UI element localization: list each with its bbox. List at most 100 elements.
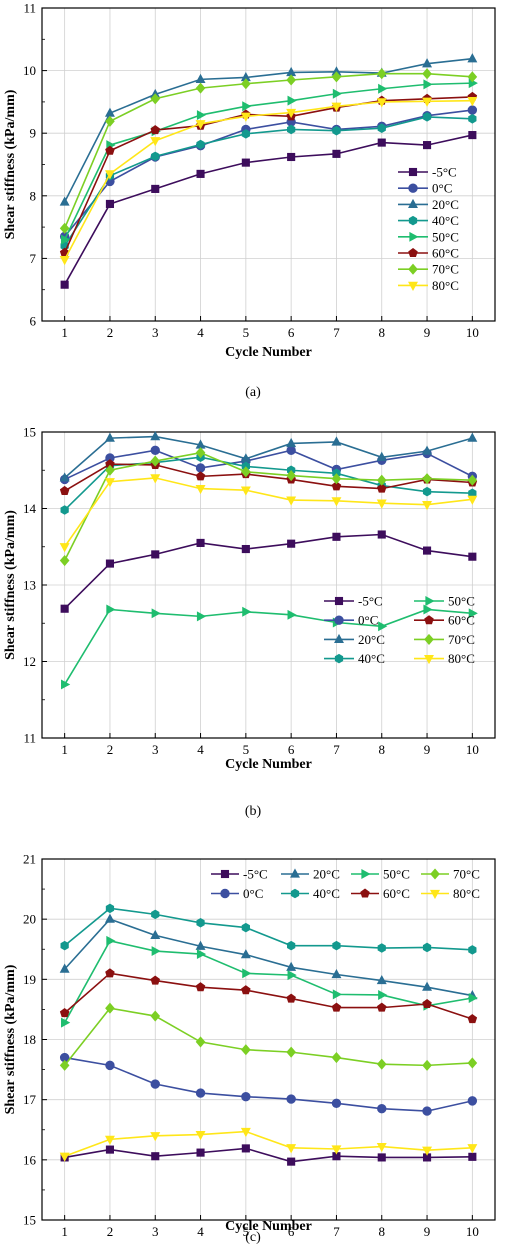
data-point-marker (422, 68, 432, 80)
x-axis-label: Cycle Number (225, 1219, 312, 1234)
series-line-1 (64, 1056, 473, 1112)
legend-marker (220, 888, 230, 899)
legend-item: 50°C (398, 229, 459, 244)
legend-item: -5°C (211, 867, 268, 882)
data-point-marker (332, 125, 341, 136)
x-tick-label: 9 (424, 1224, 431, 1239)
series-line-0 (63, 134, 473, 286)
data-point-marker (331, 481, 342, 491)
data-point-marker (467, 53, 478, 63)
x-tick-label: 10 (466, 1224, 479, 1239)
legend-item: 60°C (414, 613, 475, 628)
legend-item: 70°C (398, 262, 459, 277)
data-point-marker (422, 445, 433, 455)
x-tick-label: 3 (152, 1224, 159, 1239)
legend: -5°C0°C20°C40°C50°C 60°C70°C80°C (398, 165, 459, 293)
data-point-marker (331, 1002, 342, 1012)
x-tick-label: 5 (243, 325, 250, 340)
x-tick-label: 10 (466, 742, 479, 757)
data-point-marker (422, 942, 432, 953)
data-point-marker (287, 609, 297, 620)
legend-marker (220, 869, 230, 879)
data-point-marker (332, 88, 343, 99)
data-point-marker (151, 1152, 160, 1161)
data-point-marker (195, 471, 206, 481)
data-point-marker (241, 1091, 251, 1102)
series-line-0 (64, 1147, 473, 1163)
data-point-marker (105, 559, 115, 568)
legend-marker (408, 183, 418, 193)
legend-marker (408, 167, 418, 177)
data-point-marker (331, 473, 342, 485)
data-point-marker (378, 83, 388, 94)
data-point-marker (331, 436, 342, 446)
x-tick-label: 2 (107, 742, 114, 757)
data-point-marker (240, 1127, 251, 1138)
data-point-marker (378, 990, 388, 1000)
series-line-0 (64, 533, 473, 610)
data-point-marker (59, 222, 70, 234)
y-tick-label: 18 (23, 1032, 36, 1047)
data-point-marker (195, 120, 206, 130)
data-point-marker (376, 98, 387, 108)
data-point-marker (151, 550, 160, 559)
x-tick-label: 3 (152, 325, 159, 340)
data-point-marker (287, 124, 296, 135)
data-point-marker (196, 611, 207, 622)
legend-item: -5°C (398, 165, 457, 180)
data-point-marker (150, 125, 161, 135)
legend-marker (334, 615, 344, 625)
legend-label: -5°C (243, 867, 268, 882)
data-point-marker (376, 974, 387, 985)
data-point-marker (376, 1002, 387, 1012)
legend-marker (430, 889, 440, 900)
data-point-marker (287, 1157, 296, 1166)
data-point-marker (468, 1152, 477, 1161)
legend-item: 40°C (281, 886, 340, 901)
data-point-marker (286, 445, 296, 456)
data-point-marker (59, 472, 70, 482)
data-point-marker (104, 913, 115, 923)
data-point-marker (467, 97, 478, 107)
data-point-marker (287, 95, 297, 106)
legend-label: 80°C (453, 886, 480, 901)
legend-marker (408, 247, 418, 258)
data-point-marker (151, 946, 161, 957)
x-tick-label: 7 (333, 1224, 340, 1239)
data-point-marker (105, 903, 115, 914)
series-line-3 (63, 116, 473, 247)
data-point-marker (376, 68, 387, 80)
data-point-marker (242, 606, 252, 617)
data-point-marker (196, 1148, 205, 1157)
legend-item: 50°C (414, 594, 475, 609)
data-point-marker (60, 280, 69, 289)
data-point-marker (467, 1057, 478, 1069)
data-point-marker (105, 968, 115, 978)
data-point-marker (150, 1132, 161, 1142)
legend-item: 50°C (351, 867, 410, 882)
legend: -5°C 50°C 0°C 60°C 20°C 70°C 40°C 80°C (324, 594, 475, 666)
data-point-marker (61, 234, 71, 245)
x-tick-label: 3 (152, 742, 159, 757)
data-point-marker (422, 141, 432, 150)
data-point-marker (241, 466, 251, 478)
data-point-marker (196, 110, 207, 121)
series-line-2 (64, 918, 473, 997)
series-line-6 (64, 1007, 473, 1067)
data-point-marker (422, 1059, 432, 1071)
series-line-6 (63, 451, 473, 561)
y-tick-label: 17 (23, 1092, 37, 1107)
data-point-marker (195, 463, 206, 473)
legend-marker (334, 596, 344, 606)
data-point-marker (195, 1036, 206, 1048)
data-point-marker (332, 940, 341, 951)
y-tick-label: 14 (23, 501, 37, 516)
legend-marker (290, 888, 300, 899)
data-point-marker (151, 184, 160, 193)
y-tick-label: 12 (23, 654, 36, 669)
data-point-marker (468, 608, 478, 619)
y-tick-label: 13 (23, 578, 36, 593)
data-point-marker (286, 437, 297, 448)
series-line-2 (64, 435, 473, 479)
